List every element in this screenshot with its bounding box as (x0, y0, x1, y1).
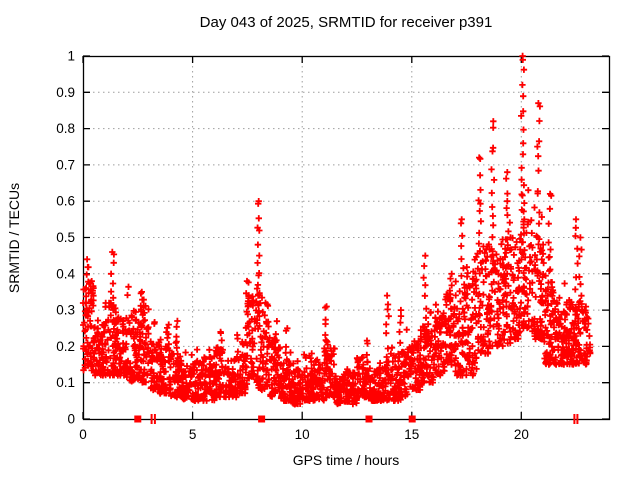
y-tick-label: 0.5 (56, 230, 75, 245)
x-tick-label: 10 (295, 427, 310, 442)
y-tick-label: 0.4 (56, 266, 75, 281)
grid-lines (83, 56, 609, 419)
x-tick-label: 20 (514, 427, 529, 442)
x-tick-label: 15 (404, 427, 419, 442)
x-axis-label: GPS time / hours (292, 452, 400, 468)
y-tick-label: 0.3 (56, 303, 75, 318)
y-axis-label: SRMTID / TECUs (6, 182, 22, 294)
y-tick-label: 0.1 (56, 375, 75, 390)
data-points-plus-markers (79, 52, 594, 408)
y-tick-label: 0.2 (56, 339, 75, 354)
y-tick-label: 1 (67, 49, 75, 64)
y-tick-label: 0 (67, 412, 75, 427)
y-tick-label: 0.9 (56, 85, 75, 100)
chart-title: Day 043 of 2025, SRMTID for receiver p39… (199, 14, 493, 31)
zero-value-square-marker (134, 415, 142, 423)
zero-value-square-marker (365, 415, 373, 423)
y-tick-label: 0.7 (56, 157, 75, 172)
x-tick-label: 0 (79, 427, 87, 442)
x-tick-label: 5 (189, 427, 197, 442)
zero-value-dash-markers (150, 414, 579, 424)
y-tick-label: 0.8 (56, 121, 75, 136)
zero-value-square-marker (258, 415, 266, 423)
zero-value-square-marker (408, 415, 416, 423)
y-tick-label: 0.6 (56, 194, 75, 209)
